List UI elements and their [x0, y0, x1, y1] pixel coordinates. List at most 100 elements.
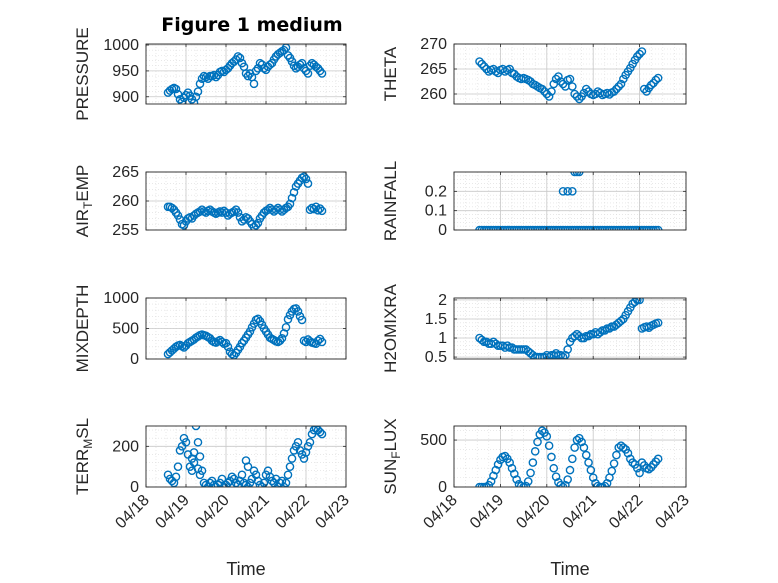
- x-tick-label: 04/19: [467, 492, 507, 532]
- data-point: [285, 462, 295, 471]
- data-point: [173, 211, 183, 220]
- data-point: [581, 84, 591, 94]
- data-point: [201, 72, 211, 82]
- data-point: [217, 474, 227, 484]
- data-point: [526, 468, 535, 478]
- x-tick-label: 04/23: [652, 492, 692, 532]
- data-series: [475, 47, 663, 104]
- data-point: [503, 341, 512, 350]
- subplot-2: 260 265 270 THETA: [381, 36, 687, 105]
- y-axis-label: TERRMSL: [73, 418, 95, 495]
- x-tick-label: 04/22: [606, 492, 646, 532]
- data-point: [181, 437, 191, 447]
- data-point: [303, 442, 313, 451]
- data-point: [584, 331, 593, 341]
- data-point: [235, 53, 245, 63]
- data-point: [303, 179, 313, 188]
- data-point: [217, 337, 227, 347]
- data-point: [644, 464, 654, 474]
- data-point: [245, 327, 255, 336]
- data-point: [281, 322, 291, 332]
- y-tick-label: 500: [112, 321, 139, 338]
- y-tick-label: 260: [112, 193, 139, 210]
- data-point: [237, 338, 247, 348]
- subplot-3: 255 260 265 AIRTEMP: [73, 164, 347, 239]
- data-point: [193, 437, 203, 447]
- data-point: [584, 458, 593, 467]
- data-point: [479, 62, 489, 71]
- data-point: [574, 94, 584, 104]
- data-point: [549, 463, 559, 473]
- data-point: [189, 448, 199, 457]
- data-point: [271, 205, 281, 214]
- x-axis-label: Time: [550, 559, 589, 579]
- data-point: [551, 348, 561, 358]
- axes-frame: [453, 43, 687, 105]
- x-tick-label: 04/23: [312, 492, 352, 532]
- data-point: [313, 205, 323, 215]
- y-tick-label: 265: [112, 164, 139, 181]
- data-point: [646, 80, 656, 90]
- data-point: [317, 69, 327, 78]
- y-axis-label: THETA: [381, 46, 400, 101]
- data-point: [301, 337, 311, 347]
- data-point: [177, 97, 187, 104]
- data-point: [632, 463, 642, 473]
- data-point: [315, 427, 325, 437]
- data-point: [581, 450, 591, 460]
- data-point: [175, 215, 185, 224]
- data-point: [287, 193, 297, 203]
- data-point: [493, 460, 503, 469]
- data-point: [195, 470, 205, 480]
- data-point: [299, 172, 309, 181]
- x-tick-label: 04/18: [420, 492, 460, 532]
- data-point: [171, 472, 181, 482]
- data-point: [173, 89, 183, 99]
- axes-frame: [145, 43, 347, 105]
- data-point: [303, 69, 313, 78]
- y-tick-label: 0: [130, 351, 139, 368]
- data-point: [223, 478, 233, 487]
- data-point: [251, 221, 261, 230]
- data-point: [533, 437, 542, 447]
- data-point: [191, 426, 201, 431]
- data-point: [635, 468, 644, 478]
- data-point: [570, 443, 579, 452]
- data-point: [635, 49, 644, 59]
- data-point: [607, 466, 617, 476]
- y-tick-label: 1000: [103, 290, 139, 307]
- data-point: [191, 92, 201, 102]
- data-point: [193, 87, 203, 96]
- data-point: [605, 324, 614, 333]
- data-point: [619, 443, 628, 452]
- data-point: [523, 477, 533, 486]
- x-axis-label: Time: [226, 559, 265, 579]
- data-point: [530, 447, 540, 456]
- y-tick-label: 1.5: [425, 311, 447, 328]
- data-point: [558, 352, 568, 359]
- data-point: [537, 84, 547, 94]
- y-axis-label: PRESSURE: [73, 27, 92, 121]
- subplot-7: 0 200 TERRMSL 04/18 04/19 04/20 04/21 04/22 04/2…: [73, 418, 353, 579]
- data-point: [544, 441, 554, 451]
- data-point: [477, 335, 487, 345]
- y-tick-label: 0.1: [425, 203, 447, 220]
- y-axis-label: H2OMIXRA: [381, 283, 400, 372]
- data-point: [305, 437, 315, 447]
- data-point: [223, 342, 233, 352]
- y-tick-label: 0: [130, 479, 139, 496]
- data-point: [475, 57, 484, 66]
- data-point: [297, 58, 307, 68]
- data-point: [297, 315, 307, 325]
- data-point: [277, 333, 287, 343]
- subplot-4: 0 0.1 0.2 RAINFALL: [381, 161, 687, 241]
- y-axis-label: AIRTEMP: [73, 165, 95, 238]
- y-tick-label: 2: [438, 292, 447, 309]
- data-point: [544, 352, 554, 359]
- data-point: [253, 218, 263, 228]
- data-point: [287, 57, 297, 66]
- data-point: [653, 318, 663, 328]
- data-point: [315, 204, 325, 213]
- data-point: [283, 470, 293, 480]
- y-tick-label: 255: [112, 222, 139, 239]
